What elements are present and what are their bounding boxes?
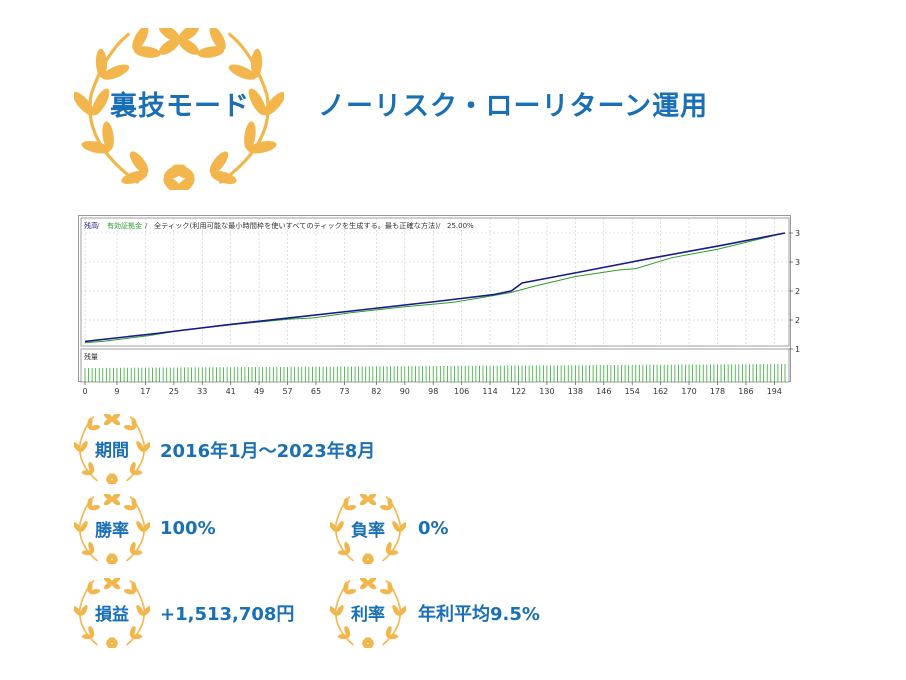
y-tick-label: 2699287 — [795, 287, 800, 296]
laurel-icon — [72, 576, 152, 650]
x-tick-label: 73 — [339, 387, 349, 395]
period-value: 2016年1月〜2023年8月 — [160, 441, 376, 462]
period-badge: 期間 — [72, 412, 152, 486]
period-label: 期間 — [95, 441, 129, 461]
x-tick-label: 154 — [625, 387, 640, 395]
x-tick-label: 49 — [254, 387, 264, 395]
interest-rate-label: 利率 — [351, 605, 385, 625]
x-tick-label: 194 — [767, 387, 782, 395]
legend-sep-1: / — [97, 222, 100, 230]
x-tick-label: 0 — [82, 387, 87, 395]
x-tick-label: 57 — [282, 387, 292, 395]
loss-rate-value: 0% — [418, 518, 449, 539]
balance-chart: 3504411 3101849 2699287 2296724 1894162 0 9 17… — [78, 215, 800, 395]
loss-rate-badge: 負率 — [328, 492, 408, 566]
x-tick-label: 25 — [169, 387, 179, 395]
x-tick-label: 82 — [371, 387, 381, 395]
legend-sep-3: / — [438, 222, 441, 230]
x-tick-label: 33 — [197, 387, 207, 395]
profit-value: +1,513,708円 — [160, 604, 295, 625]
x-tick-label: 178 — [710, 387, 725, 395]
profit-badge: 損益 — [72, 576, 152, 650]
legend-balance: 残高 — [84, 221, 98, 230]
volume-plot-area — [80, 348, 790, 383]
x-tick-label: 90 — [400, 387, 410, 395]
x-tick-label: 9 — [114, 387, 119, 395]
profit-label: 損益 — [95, 605, 129, 625]
laurel-wreath-icon — [74, 28, 284, 190]
x-tick-label: 130 — [539, 387, 554, 395]
laurel-icon — [328, 492, 408, 566]
win-rate-label: 勝率 — [95, 521, 129, 541]
x-tick-label: 17 — [140, 387, 150, 395]
y-tick-label: 3101849 — [795, 258, 800, 267]
x-tick-label: 65 — [311, 387, 321, 395]
main-plot-area — [80, 217, 790, 347]
x-tick-label: 98 — [428, 387, 438, 395]
legend-quality: 25.00% — [447, 222, 474, 230]
x-tick-label: 122 — [511, 387, 526, 395]
x-tick-label: 41 — [226, 387, 236, 395]
legend-equity: 有効証拠金 — [107, 221, 142, 230]
x-tick-label: 146 — [596, 387, 611, 395]
win-rate-badge: 勝率 — [72, 492, 152, 566]
mode-title: 裏技モード — [110, 91, 250, 122]
x-tick-label: 162 — [653, 387, 668, 395]
interest-rate-value: 年利平均9.5% — [418, 604, 540, 625]
x-tick-label: 138 — [568, 387, 583, 395]
interest-rate-badge: 利率 — [328, 576, 408, 650]
legend-sep-2: / — [145, 222, 148, 230]
page-headline: ノーリスク・ローリターン運用 — [318, 91, 709, 122]
volume-label: 残量 — [84, 352, 98, 361]
y-tick-label: 1894162 — [795, 345, 800, 354]
x-tick-label: 114 — [482, 387, 497, 395]
win-rate-value: 100% — [160, 518, 216, 539]
laurel-icon — [72, 412, 152, 486]
y-tick-label: 2296724 — [795, 316, 800, 325]
laurel-icon — [328, 576, 408, 650]
balance-line — [84, 232, 786, 343]
legend-info: 全ティック(利用可能な最小時間枠を使いすべてのティックを生成する。最も正確な方法… — [154, 221, 438, 230]
y-tick-label: 3504411 — [795, 229, 800, 238]
laurel-icon — [72, 492, 152, 566]
loss-rate-label: 負率 — [351, 521, 385, 541]
x-tick-label: 170 — [681, 387, 696, 395]
x-tick-label: 186 — [738, 387, 753, 395]
x-tick-label: 106 — [454, 387, 469, 395]
